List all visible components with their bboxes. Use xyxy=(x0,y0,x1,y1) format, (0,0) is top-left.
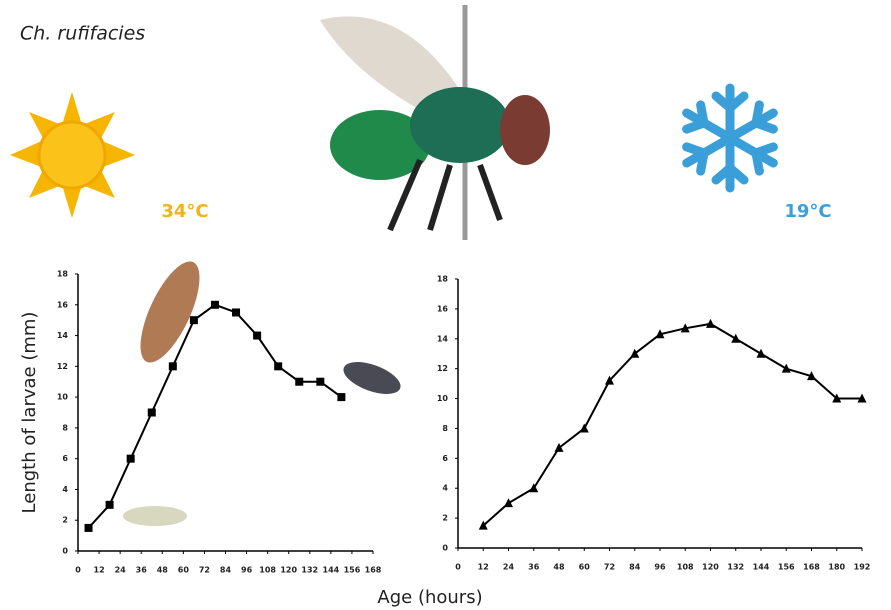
y-tick-label: 16 xyxy=(437,304,449,313)
x-tick-label: 108 xyxy=(259,566,276,575)
sun-icon xyxy=(10,92,135,218)
x-tick-label: 60 xyxy=(579,563,591,572)
x-tick-label: 108 xyxy=(677,563,694,572)
x-tick-label: 144 xyxy=(753,563,770,572)
x-tick-label: 12 xyxy=(94,566,105,575)
y-tick-label: 12 xyxy=(437,364,448,373)
snowflake-icon xyxy=(680,83,781,188)
y-tick-label: 6 xyxy=(442,454,448,463)
marker xyxy=(857,393,867,403)
y-tick-label: 14 xyxy=(437,334,449,343)
marker xyxy=(731,333,741,343)
marker xyxy=(605,375,614,385)
x-tick-label: 120 xyxy=(280,566,297,575)
marker xyxy=(126,454,135,463)
fly-image xyxy=(320,5,550,240)
x-tick-label: 0 xyxy=(75,566,81,575)
y-tick-label: 0 xyxy=(62,547,68,556)
x-tick-label: 132 xyxy=(727,563,744,572)
marker xyxy=(706,318,715,328)
y-tick-label: 16 xyxy=(57,300,69,309)
y-tick-label: 18 xyxy=(57,270,69,279)
x-tick-label: 192 xyxy=(854,563,871,572)
pupa-image xyxy=(343,362,401,394)
x-tick-label: 48 xyxy=(553,563,565,572)
y-tick-label: 0 xyxy=(442,544,448,553)
marker xyxy=(807,371,816,381)
marker xyxy=(84,523,93,532)
y-tick-label: 14 xyxy=(57,331,69,340)
x-tick-label: 84 xyxy=(220,566,232,575)
x-tick-label: 96 xyxy=(654,563,666,572)
marker xyxy=(504,498,513,508)
temperature-label: 19°C xyxy=(784,201,831,222)
data-line xyxy=(482,322,862,527)
y-tick-label: 2 xyxy=(62,516,68,525)
y-tick-label: 2 xyxy=(442,514,448,523)
x-tick-label: 120 xyxy=(702,563,719,572)
marker xyxy=(210,300,219,309)
marker xyxy=(478,520,488,530)
marker xyxy=(295,377,304,386)
x-tick-label: 84 xyxy=(629,563,641,572)
x-tick-label: 48 xyxy=(157,566,169,575)
marker xyxy=(630,348,640,358)
x-tick-label: 36 xyxy=(528,563,540,572)
x-tick-label: 24 xyxy=(115,566,127,575)
larva-image xyxy=(140,261,200,363)
x-tick-label: 168 xyxy=(803,563,820,572)
x-tick-label: 0 xyxy=(455,563,461,572)
x-tick-label: 36 xyxy=(136,566,148,575)
marker xyxy=(316,377,325,386)
marker xyxy=(274,362,283,371)
temperature-label: 34°C xyxy=(161,201,208,222)
x-tick-label: 144 xyxy=(323,566,340,575)
y-tick-label: 4 xyxy=(62,485,68,494)
y-tick-label: 12 xyxy=(57,362,68,371)
x-tick-label: 72 xyxy=(199,566,210,575)
x-tick-label: 24 xyxy=(503,563,515,572)
y-tick-label: 10 xyxy=(437,394,449,403)
y-tick-label: 8 xyxy=(442,424,448,433)
x-tick-label: 12 xyxy=(478,563,489,572)
x-tick-label: 96 xyxy=(241,566,253,575)
marker xyxy=(756,348,766,358)
y-axis-label: Length of larvae (mm) xyxy=(19,312,40,514)
marker xyxy=(680,323,690,333)
x-tick-label: 168 xyxy=(365,566,382,575)
y-tick-label: 4 xyxy=(442,484,448,493)
x-tick-label: 60 xyxy=(178,566,190,575)
y-tick-label: 6 xyxy=(62,454,68,463)
eggs-image xyxy=(123,506,187,526)
x-axis-label: Age (hours) xyxy=(377,587,482,608)
species-label: Ch. rufifacies xyxy=(20,23,145,45)
marker xyxy=(253,331,262,340)
y-tick-label: 8 xyxy=(62,423,68,432)
x-tick-label: 72 xyxy=(604,563,615,572)
y-tick-label: 18 xyxy=(437,275,449,284)
marker xyxy=(168,362,177,371)
x-tick-label: 156 xyxy=(778,563,795,572)
marker xyxy=(337,393,346,402)
marker xyxy=(232,308,241,317)
marker xyxy=(147,408,156,417)
marker xyxy=(655,329,665,339)
marker xyxy=(832,393,842,403)
x-tick-label: 156 xyxy=(344,566,361,575)
y-tick-label: 10 xyxy=(57,393,69,402)
marker xyxy=(529,483,539,493)
x-tick-label: 180 xyxy=(828,563,845,572)
marker xyxy=(554,442,564,452)
marker xyxy=(189,316,198,325)
marker xyxy=(105,500,114,509)
x-tick-label: 132 xyxy=(301,566,318,575)
data-line xyxy=(87,303,342,529)
marker xyxy=(579,423,589,433)
marker xyxy=(781,363,791,373)
